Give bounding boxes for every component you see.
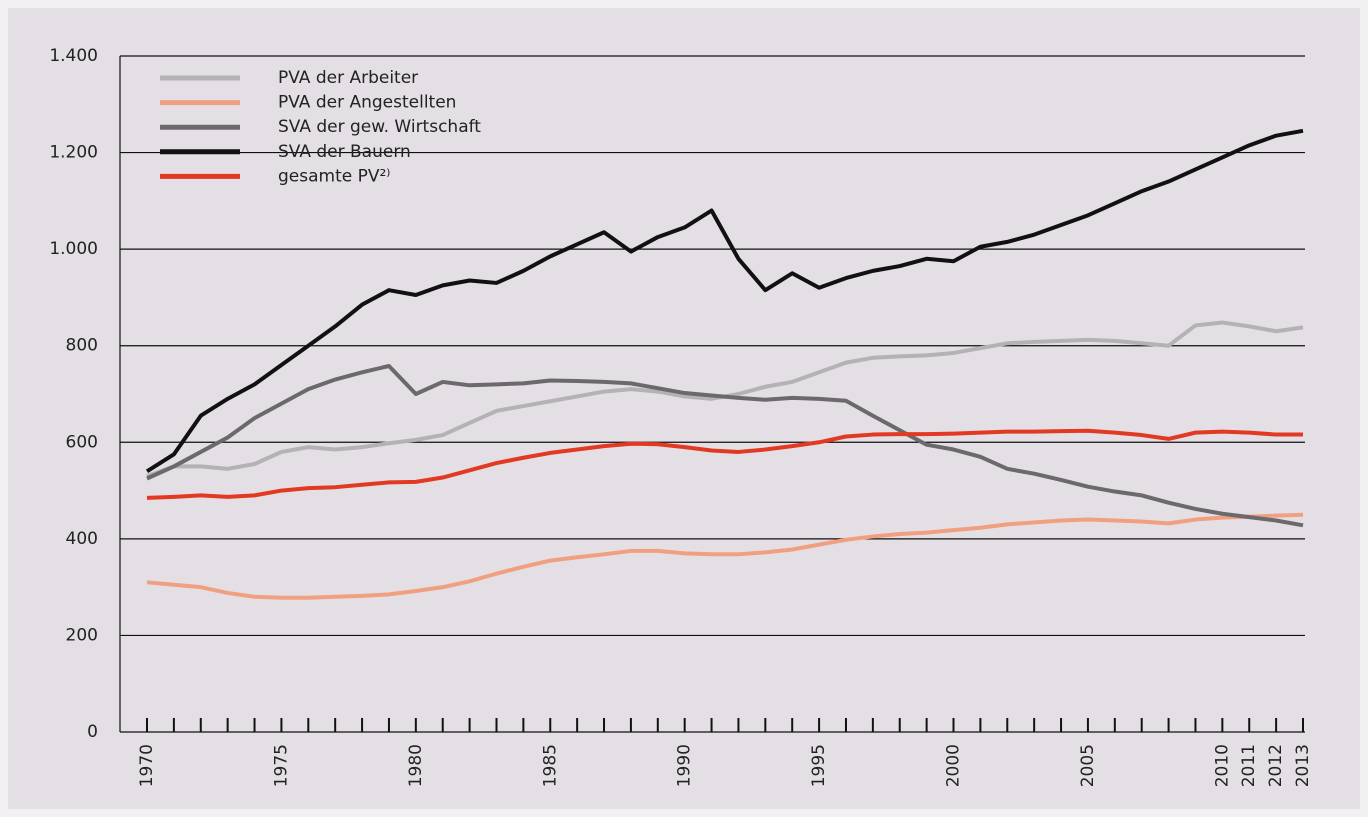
y-tick-label: 200 bbox=[66, 625, 98, 645]
x-tick-label: 2010 bbox=[1212, 744, 1232, 787]
x-tick-label: 2011 bbox=[1239, 744, 1259, 787]
legend-label: SVA der Bauern bbox=[278, 142, 411, 162]
legend-label: PVA der Angestellten bbox=[278, 93, 456, 113]
legend-label: gesamte PV²⁾ bbox=[278, 166, 390, 186]
y-tick-label: 1.000 bbox=[49, 239, 98, 259]
y-tick-label: 1.200 bbox=[49, 143, 98, 163]
legend-label: SVA der gew. Wirtschaft bbox=[278, 117, 481, 137]
chart-background bbox=[8, 8, 1360, 809]
x-tick-label: 2012 bbox=[1266, 744, 1286, 787]
x-tick-label: 2005 bbox=[1078, 744, 1098, 787]
x-tick-label: 1980 bbox=[406, 744, 426, 787]
legend-label: PVA der Arbeiter bbox=[278, 68, 418, 88]
series-line bbox=[145, 128, 1304, 473]
x-tick-label: 1995 bbox=[809, 744, 829, 787]
series-line bbox=[146, 428, 1303, 500]
series-line bbox=[146, 512, 1304, 600]
x-tick-label: 1975 bbox=[271, 744, 291, 787]
series-line bbox=[146, 363, 1304, 528]
y-tick-label: 1.400 bbox=[49, 46, 98, 66]
x-tick-label: 1985 bbox=[540, 744, 560, 787]
x-tick-label: 2013 bbox=[1293, 744, 1313, 787]
x-tick-label: 1970 bbox=[137, 744, 157, 787]
x-tick-label: 1990 bbox=[675, 744, 695, 787]
y-tick-label: 400 bbox=[66, 529, 98, 549]
y-tick-label: 800 bbox=[66, 336, 98, 356]
y-tick-label: 600 bbox=[66, 432, 98, 452]
x-tick-label: 2000 bbox=[944, 744, 964, 787]
y-tick-label: 0 bbox=[87, 722, 98, 742]
